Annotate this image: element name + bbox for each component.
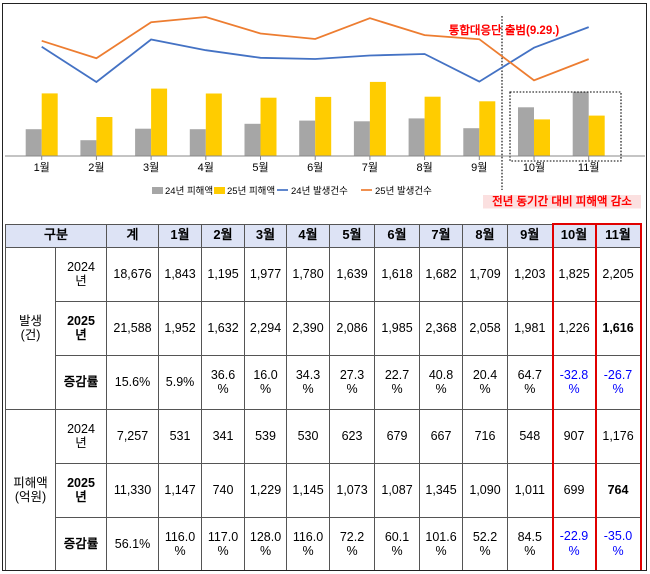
svg-text:5월: 5월 (252, 161, 268, 174)
svg-text:3월: 3월 (143, 161, 159, 174)
svg-text:9월: 9월 (471, 161, 487, 174)
svg-text:24년 발생건수: 24년 발생건수 (291, 186, 348, 197)
svg-text:전년 동기간 대비 피해액 감소: 전년 동기간 대비 피해액 감소 (492, 194, 632, 208)
svg-text:8월: 8월 (416, 161, 432, 174)
svg-text:1월: 1월 (34, 161, 50, 174)
svg-text:25년 피해액: 25년 피해액 (227, 185, 275, 197)
svg-text:7월: 7월 (362, 161, 378, 174)
svg-text:25년 발생건수: 25년 발생건수 (375, 186, 432, 197)
svg-text:10월: 10월 (523, 161, 545, 174)
svg-text:통합대응단 출범(9.29.): 통합대응단 출범(9.29.) (449, 23, 560, 37)
svg-text:11월: 11월 (578, 161, 600, 174)
svg-text:4월: 4월 (198, 161, 214, 174)
svg-text:6월: 6월 (307, 161, 323, 174)
svg-text:2월: 2월 (88, 161, 104, 174)
svg-text:24년 피해액: 24년 피해액 (165, 185, 213, 197)
